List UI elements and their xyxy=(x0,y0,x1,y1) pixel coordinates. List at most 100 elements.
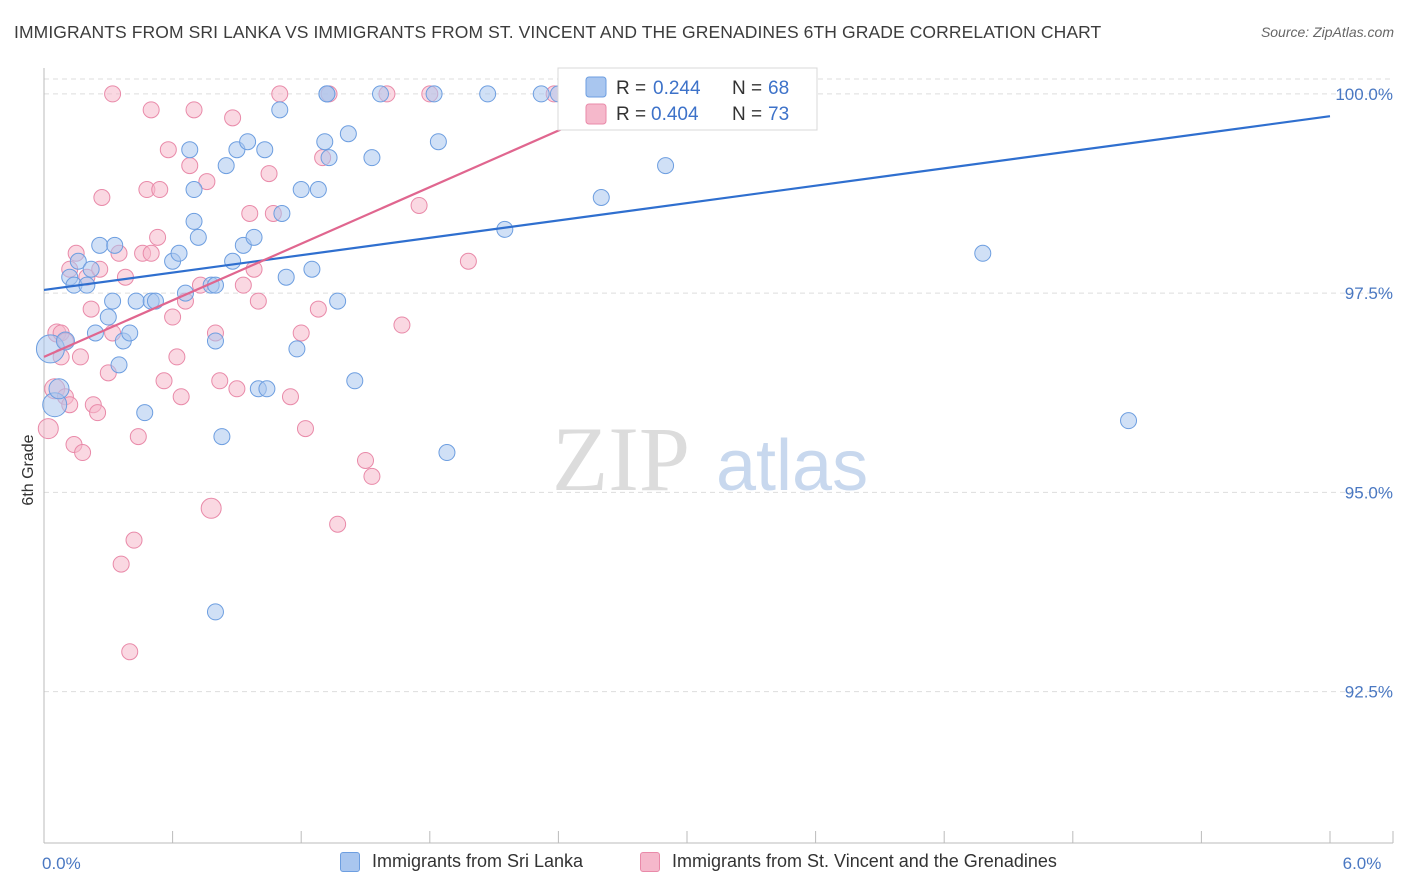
bottom-legend-label-sri-lanka: Immigrants from Sri Lanka xyxy=(372,851,584,871)
series-st-vincent-points xyxy=(37,85,600,661)
point-sri-lanka-8 xyxy=(82,260,100,278)
point-sri-lanka-56 xyxy=(372,85,390,103)
y-tick-label-2: 95.0% xyxy=(1345,483,1393,502)
legend-n-value-1: 68 xyxy=(768,78,789,99)
point-sri-lanka-55 xyxy=(363,149,381,167)
point-sri-lanka-37 xyxy=(245,228,263,246)
trend-line-sri-lanka xyxy=(43,115,1331,292)
y-tick-label-1: 97.5% xyxy=(1345,284,1393,303)
point-st-vincent-30 xyxy=(142,244,160,262)
y-tick-label-0: 100.0% xyxy=(1335,85,1393,104)
point-sri-lanka-51 xyxy=(320,149,338,167)
point-st-vincent-25 xyxy=(125,531,143,549)
point-st-vincent-47 xyxy=(228,380,246,398)
point-sri-lanka-43 xyxy=(277,268,295,286)
point-sri-lanka-25 xyxy=(185,212,203,230)
point-sri-lanka-59 xyxy=(438,444,456,462)
point-st-vincent-65 xyxy=(393,316,411,334)
point-sri-lanka-53 xyxy=(339,125,357,143)
x-tick-label-1: 6.0% xyxy=(1343,854,1382,873)
point-sri-lanka-36 xyxy=(239,133,257,151)
point-sri-lanka-6 xyxy=(69,252,87,270)
point-st-vincent-0 xyxy=(37,418,59,440)
point-st-vincent-10 xyxy=(71,348,89,366)
point-sri-lanka-57 xyxy=(425,85,443,103)
point-sri-lanka-68 xyxy=(206,603,224,621)
point-st-vincent-51 xyxy=(249,292,267,310)
y-axis-label: 6th Grade xyxy=(20,434,37,505)
point-st-vincent-43 xyxy=(200,497,222,519)
point-st-vincent-61 xyxy=(329,515,347,533)
point-st-vincent-17 xyxy=(93,189,111,207)
point-sri-lanka-48 xyxy=(316,133,334,151)
bottom-legend: Immigrants from Sri Lanka Immigrants fro… xyxy=(0,851,1406,879)
watermark-zip: ZIP xyxy=(552,408,690,510)
legend-n-label-2: N = xyxy=(732,104,762,125)
bottom-legend-item-st-vincent: Immigrants from St. Vincent and the Gren… xyxy=(640,851,1057,872)
point-st-vincent-58 xyxy=(309,300,327,318)
stats-legend: R = 0.244 N = 68 R = 0.404 N = 73 xyxy=(557,67,818,131)
axes xyxy=(43,68,1394,844)
point-sri-lanka-46 xyxy=(303,260,321,278)
point-sri-lanka-67 xyxy=(1120,412,1138,430)
point-sri-lanka-54 xyxy=(346,372,364,390)
point-st-vincent-54 xyxy=(271,85,289,103)
point-st-vincent-55 xyxy=(281,388,299,406)
point-sri-lanka-12 xyxy=(104,292,122,310)
bottom-legend-swatch-blue xyxy=(340,851,360,872)
point-st-vincent-20 xyxy=(104,85,122,103)
point-st-vincent-15 xyxy=(89,404,107,422)
point-st-vincent-36 xyxy=(168,348,186,366)
point-st-vincent-11 xyxy=(74,444,92,462)
point-st-vincent-32 xyxy=(151,181,169,199)
point-st-vincent-63 xyxy=(363,467,381,485)
point-st-vincent-31 xyxy=(149,228,167,246)
point-st-vincent-66 xyxy=(410,196,428,214)
point-sri-lanka-32 xyxy=(217,157,235,175)
point-sri-lanka-60 xyxy=(479,85,497,103)
point-st-vincent-45 xyxy=(211,372,229,390)
legend-r-label-1: R = xyxy=(616,78,646,99)
y-tick-label-3: 92.5% xyxy=(1345,683,1393,702)
point-st-vincent-68 xyxy=(459,252,477,270)
gridlines xyxy=(44,78,1390,693)
point-st-vincent-29 xyxy=(142,101,160,119)
point-sri-lanka-41 xyxy=(273,204,291,222)
point-sri-lanka-33 xyxy=(224,252,242,270)
bottom-legend-item-sri-lanka: Immigrants from Sri Lanka xyxy=(340,851,583,872)
point-st-vincent-42 xyxy=(198,173,216,191)
point-sri-lanka-17 xyxy=(127,292,145,310)
point-sri-lanka-11 xyxy=(99,308,117,326)
watermark: ZIP atlas xyxy=(552,408,868,510)
point-st-vincent-52 xyxy=(260,165,278,183)
x-tick-label-0: 0.0% xyxy=(42,854,81,873)
point-sri-lanka-40 xyxy=(256,141,274,159)
point-st-vincent-62 xyxy=(357,451,374,469)
chart-source: Source: ZipAtlas.com xyxy=(1260,24,1394,40)
point-st-vincent-34 xyxy=(159,141,177,159)
legend-r-value-2: 0.404 xyxy=(651,104,699,125)
legend-n-value-2: 73 xyxy=(768,104,789,125)
point-sri-lanka-27 xyxy=(189,228,207,246)
point-sri-lanka-31 xyxy=(213,428,231,446)
legend-r-label-2: R = xyxy=(616,104,646,125)
point-sri-lanka-52 xyxy=(329,292,347,310)
point-sri-lanka-18 xyxy=(136,404,154,422)
point-st-vincent-22 xyxy=(112,555,130,573)
point-sri-lanka-45 xyxy=(292,181,310,199)
point-sri-lanka-58 xyxy=(429,133,447,151)
point-st-vincent-37 xyxy=(172,388,190,406)
legend-swatch-pink xyxy=(585,103,607,125)
chart-title: IMMIGRANTS FROM SRI LANKA VS IMMIGRANTS … xyxy=(14,22,1102,42)
point-sri-lanka-50 xyxy=(318,85,336,103)
watermark-atlas: atlas xyxy=(716,426,868,506)
tick-labels: 100.0% 97.5% 95.0% 92.5% 0.0% 6.0% xyxy=(42,85,1393,873)
point-st-vincent-35 xyxy=(164,308,182,326)
point-st-vincent-56 xyxy=(292,324,310,342)
point-st-vincent-48 xyxy=(234,276,252,294)
bottom-legend-label-st-vincent: Immigrants from St. Vincent and the Gren… xyxy=(672,851,1057,871)
legend-n-label-1: N = xyxy=(732,78,762,99)
point-sri-lanka-66 xyxy=(974,244,992,262)
point-st-vincent-39 xyxy=(181,157,199,175)
